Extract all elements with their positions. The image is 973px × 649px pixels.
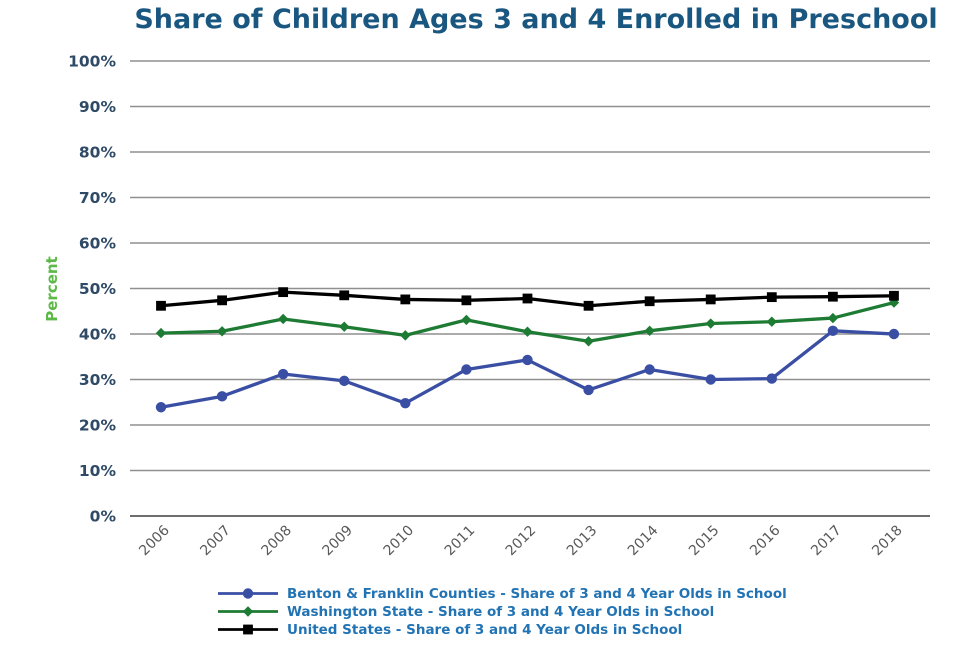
- data-point: [339, 290, 350, 301]
- data-point: [644, 296, 655, 307]
- y-tick-label: 10%: [79, 462, 117, 480]
- data-point: [888, 328, 900, 340]
- y-tick-label: 50%: [79, 280, 117, 298]
- data-point: [156, 300, 166, 311]
- data-point: [827, 325, 839, 337]
- y-axis-title: Percent: [43, 256, 61, 321]
- y-tick-label: 30%: [79, 371, 117, 389]
- data-point: [583, 300, 594, 311]
- data-point: [400, 294, 411, 305]
- legend-item-united-states: United States - Share of 3 and 4 Year Ol…: [217, 621, 787, 638]
- x-tick-label: 2008: [258, 523, 295, 560]
- data-point: [889, 290, 899, 301]
- legend-item-washington-state: Washington State - Share of 3 and 4 Year…: [217, 603, 787, 620]
- data-point: [461, 314, 472, 326]
- data-point: [583, 336, 594, 347]
- data-point: [705, 374, 716, 385]
- y-tick-label: 0%: [90, 508, 117, 526]
- data-point: [216, 391, 228, 402]
- x-tick-label: 2009: [320, 523, 357, 560]
- legend-label: Benton & Franklin Counties - Share of 3 …: [287, 585, 787, 602]
- y-tick-label: 20%: [79, 417, 117, 435]
- legend-marker-diamond-icon: [218, 606, 278, 617]
- data-point: [155, 327, 167, 339]
- y-tick-label: 70%: [79, 189, 117, 207]
- x-tick-label: 2011: [442, 523, 479, 560]
- data-point: [339, 375, 350, 387]
- data-point: [766, 292, 777, 303]
- legend-item-benton-franklin: Benton & Franklin Counties - Share of 3 …: [217, 585, 787, 602]
- legend-marker: [242, 606, 254, 617]
- data-point: [216, 326, 228, 337]
- x-tick-label: 2006: [136, 522, 173, 559]
- data-point: [277, 313, 289, 325]
- y-tick-label: 80%: [79, 144, 117, 162]
- series-line: [159, 329, 896, 409]
- legend-marker: [243, 624, 253, 635]
- x-tick-label: 2012: [503, 523, 540, 560]
- data-point: [339, 321, 350, 332]
- data-point: [461, 295, 472, 306]
- data-point: [461, 364, 472, 375]
- data-point: [827, 312, 839, 324]
- data-point: [705, 294, 716, 305]
- y-tick-label: 90%: [79, 98, 117, 116]
- line-chart-plot: 0% 10% 20% 30% 40% 50% 60% 70% 80% 90% 100% 2006 200…: [43, 53, 930, 560]
- data-point: [644, 364, 655, 375]
- data-point: [400, 397, 411, 409]
- y-tick-label: 60%: [79, 235, 117, 253]
- x-tick-label: 2016: [747, 522, 784, 559]
- legend-label: United States - Share of 3 and 4 Year Ol…: [287, 621, 683, 638]
- data-point: [766, 373, 777, 384]
- x-tick-label: 2015: [686, 523, 723, 560]
- data-point: [278, 287, 289, 298]
- data-point: [522, 326, 533, 337]
- x-tick-label: 2017: [808, 523, 845, 560]
- x-tick-label: 2007: [197, 523, 234, 560]
- x-tick-label: 2014: [625, 522, 662, 559]
- data-point: [644, 325, 655, 337]
- x-tick-label: 2010: [381, 523, 418, 560]
- y-tick-label: 40%: [79, 326, 117, 344]
- x-tick-label: 2018: [869, 523, 906, 560]
- x-tick-label: 2013: [564, 523, 601, 560]
- data-point: [277, 368, 289, 380]
- legend-marker-square-icon: [218, 624, 278, 635]
- data-point: [400, 330, 411, 341]
- data-point: [766, 316, 777, 327]
- chart-title: Share of Children Ages 3 and 4 Enrolled …: [134, 4, 938, 35]
- data-point: [155, 402, 167, 413]
- legend-marker: [242, 588, 254, 599]
- y-tick-label: 100%: [68, 53, 116, 71]
- data-point: [217, 295, 227, 306]
- legend-marker-circle-icon: [218, 588, 278, 599]
- data-point: [583, 384, 594, 396]
- data-point: [522, 354, 533, 366]
- chart-legend: Benton & Franklin Counties - Share of 3 …: [217, 585, 787, 638]
- legend-label: Washington State - Share of 3 and 4 Year…: [287, 603, 715, 620]
- data-point: [827, 291, 838, 302]
- data-point: [705, 318, 716, 329]
- data-point: [522, 293, 533, 304]
